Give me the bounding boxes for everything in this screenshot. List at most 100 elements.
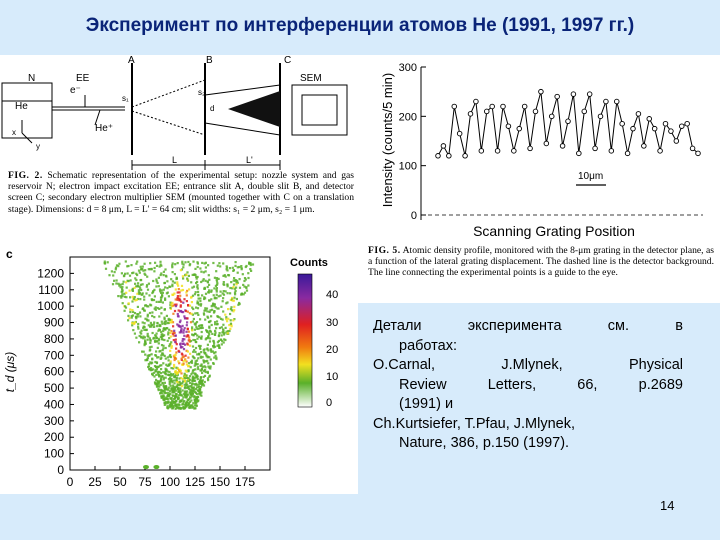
tof-dot xyxy=(163,354,166,357)
tof-dot xyxy=(142,307,145,310)
tof-dot xyxy=(178,299,181,302)
tof-ytick-label: 300 xyxy=(44,414,64,428)
tof-dot xyxy=(207,379,210,382)
tof-dot xyxy=(191,329,194,332)
tof-dot xyxy=(199,355,202,358)
tof-dot xyxy=(194,388,197,391)
tof-plot: c t_d (μs) 01002003004005006007008009001… xyxy=(3,247,338,489)
tof-dot xyxy=(183,377,186,380)
tof-dot xyxy=(244,278,247,281)
tof-dot xyxy=(222,293,226,296)
tof-dot xyxy=(186,334,189,337)
tof-dot xyxy=(115,282,118,285)
tof-dot xyxy=(190,281,193,284)
tof-dot xyxy=(118,262,121,265)
tof-dot xyxy=(189,352,192,355)
tof-dot xyxy=(173,363,176,367)
tof-ytick-label: 1200 xyxy=(37,266,64,280)
profile-point xyxy=(467,111,474,117)
tof-dot xyxy=(185,374,188,377)
tof-dot xyxy=(231,287,234,290)
tof-dot xyxy=(175,343,178,346)
tof-dot xyxy=(198,324,201,328)
tof-dot xyxy=(125,281,128,284)
profile-point xyxy=(570,91,577,97)
tof-dot xyxy=(183,338,186,341)
tof-dot xyxy=(120,272,123,275)
tof-dot xyxy=(168,383,171,386)
tof-dot xyxy=(226,320,229,323)
tof-ytick-label: 1000 xyxy=(37,299,64,313)
tof-dot xyxy=(189,381,192,385)
tof-dot xyxy=(167,378,170,381)
tof-dot xyxy=(181,378,184,381)
tof-dot xyxy=(181,260,184,263)
tof-dot xyxy=(196,261,199,264)
tof-dot xyxy=(146,338,149,341)
tof-dot xyxy=(150,367,153,370)
tof-dot xyxy=(182,362,185,365)
tof-dot xyxy=(167,317,170,320)
colorbar-tick-10: 10 xyxy=(326,371,338,383)
tof-dot xyxy=(151,374,154,377)
tof-dot xyxy=(190,393,193,396)
tof-dot xyxy=(143,309,146,312)
tof-dot xyxy=(149,341,152,344)
tof-dot xyxy=(243,277,247,280)
tof-dot xyxy=(153,316,156,319)
tof-dot xyxy=(159,388,162,391)
tof-dot xyxy=(182,407,185,410)
tof-dot xyxy=(197,290,200,293)
tof-dot xyxy=(170,305,174,308)
tof-dot xyxy=(106,261,109,264)
tof-dot xyxy=(187,387,191,391)
tof-dot xyxy=(204,292,208,295)
tof-dot xyxy=(222,331,225,334)
tof-dot xyxy=(166,327,169,330)
tof-dot xyxy=(179,393,182,396)
tof-dot xyxy=(180,407,183,410)
tof-dot xyxy=(213,276,216,279)
profile-point xyxy=(543,140,550,147)
tof-dot xyxy=(145,285,148,288)
tof-dot xyxy=(189,366,192,369)
tof-dot xyxy=(199,379,202,382)
tof-dot xyxy=(196,327,199,330)
tof-dot xyxy=(213,303,216,306)
tof-dot xyxy=(236,281,239,284)
tof-dot xyxy=(144,339,147,342)
tof-ytick-label: 1100 xyxy=(38,283,64,297)
tof-dot xyxy=(174,407,177,410)
tof-dot xyxy=(194,267,197,270)
tof-dot xyxy=(192,402,195,405)
tof-dot xyxy=(160,337,163,340)
tof-dot xyxy=(170,278,173,281)
tof-xtick-label: 150 xyxy=(210,475,230,489)
tof-dot xyxy=(174,338,177,341)
tof-dot xyxy=(207,264,210,267)
label-s2: s₂ xyxy=(198,88,205,97)
tof-dot xyxy=(175,366,178,369)
tof-dot xyxy=(160,364,163,367)
tof-dot xyxy=(186,342,189,345)
profile-ytick-label: 100 xyxy=(399,161,417,173)
tof-dot xyxy=(208,283,211,286)
tof-dot xyxy=(137,327,140,330)
tof-dot xyxy=(229,327,232,330)
tof-dot xyxy=(191,286,194,289)
notes-line-5: (1991) и xyxy=(399,396,454,412)
profile-point xyxy=(505,123,512,129)
tof-dot xyxy=(193,404,196,407)
tof-dot xyxy=(173,303,176,306)
tof-dot xyxy=(180,300,183,303)
tof-dot xyxy=(234,289,237,293)
notes-line-3: O.Carnal, J.Mlynek, Physical xyxy=(373,357,683,373)
tof-dot xyxy=(195,341,198,344)
tof-dot xyxy=(180,357,183,360)
tof-dot xyxy=(249,268,252,271)
tof-dot xyxy=(151,290,155,293)
tof-dot xyxy=(155,350,158,353)
tof-dot xyxy=(251,263,255,266)
tof-dot xyxy=(221,340,224,343)
tof-dot xyxy=(185,405,188,408)
